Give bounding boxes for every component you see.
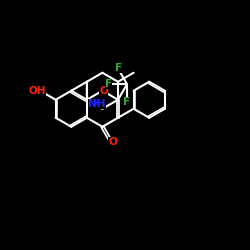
Text: F: F [115,63,122,73]
Text: O: O [99,86,108,96]
Text: O: O [108,137,117,147]
Text: F: F [105,79,112,89]
Text: +: + [92,98,100,107]
Text: OH: OH [29,86,46,96]
Text: F: F [124,97,130,107]
Text: NH: NH [88,99,106,109]
